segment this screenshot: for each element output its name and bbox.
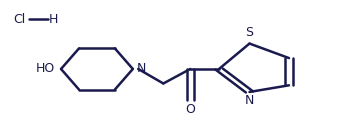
Text: N: N	[137, 62, 146, 76]
Text: O: O	[185, 103, 195, 116]
Text: S: S	[246, 26, 253, 39]
Text: H: H	[49, 13, 59, 26]
Text: Cl: Cl	[14, 13, 26, 26]
Text: N: N	[245, 94, 254, 107]
Text: HO: HO	[35, 62, 55, 76]
